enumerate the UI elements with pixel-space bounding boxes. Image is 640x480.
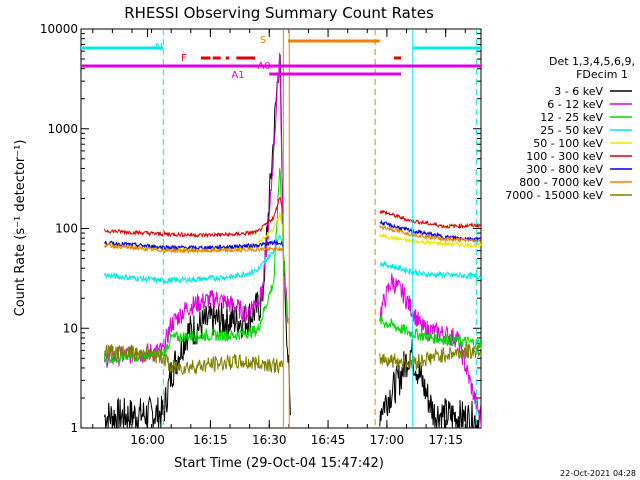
series-line-1-part-1: [379, 273, 482, 428]
series-line-6-part-0: [104, 239, 284, 251]
series-line-2-part-0: [104, 168, 289, 365]
legend-label: 12 - 25 keV: [540, 111, 603, 124]
x-tick-label: 17:15: [428, 433, 463, 447]
legend-label: 7000 - 15000 keV: [505, 189, 603, 202]
y-tick-label: 10000: [40, 22, 78, 36]
series-line-3-part-1: [379, 261, 482, 281]
series-line-5-part-0: [104, 197, 284, 239]
series-line-8-part-1: [379, 344, 482, 372]
series-line-3-part-0: [104, 233, 284, 285]
legend-label: 50 - 100 keV: [533, 137, 603, 150]
legend-title-line2: FDecim 1: [576, 68, 628, 81]
series-line-7-part-0: [104, 243, 284, 255]
legend-label: 3 - 6 keV: [554, 85, 603, 98]
series-line-2-part-1: [379, 315, 482, 350]
legend-label: 100 - 300 keV: [526, 150, 603, 163]
series-line-7-part-1: [379, 224, 482, 245]
x-tick-label: 16:00: [130, 433, 165, 447]
chart-title: RHESSI Observing Summary Count Rates: [124, 4, 434, 22]
flag-label-F: F: [181, 53, 187, 64]
x-tick-label: 17:00: [370, 433, 405, 447]
generation-timestamp: 22-Oct-2021 04:28: [560, 469, 636, 478]
series-line-0-part-0: [104, 54, 291, 429]
legend-label: 6 - 12 keV: [547, 98, 603, 111]
legend-title-line1: Det 1,3,4,5,6,9,: [549, 55, 635, 68]
y-axis-label: Count Rate (s⁻¹ detector⁻¹): [13, 140, 28, 317]
legend-label: 300 - 800 keV: [526, 163, 603, 176]
legend-label: 25 - 50 keV: [540, 124, 603, 137]
y-tick-label: 100: [55, 222, 78, 236]
series-line-5-part-1: [379, 209, 482, 230]
flag-label-N: N: [155, 42, 162, 53]
series-line-4-part-1: [379, 232, 482, 249]
y-tick-label: 10: [63, 321, 78, 335]
y-tick-label: 1: [70, 421, 78, 435]
flag-label-A1: A1: [231, 70, 244, 81]
y-tick-label: 1000: [47, 122, 78, 136]
plot-area: 1 10 100 1000 10000 16:00 16:15 16:30 16:45 17:00…: [40, 22, 482, 447]
x-tick-label: 16:45: [311, 433, 346, 447]
flag-label-A0: A0: [257, 61, 270, 72]
x-axis-label: Start Time (29-Oct-04 15:47:42): [174, 456, 384, 471]
series-line-8-part-0: [104, 343, 284, 376]
legend-label: 800 - 7000 keV: [519, 176, 603, 189]
flag-label-S: S: [260, 35, 266, 46]
x-tick-label: 16:15: [193, 433, 228, 447]
x-tick-label: 16:30: [252, 433, 287, 447]
